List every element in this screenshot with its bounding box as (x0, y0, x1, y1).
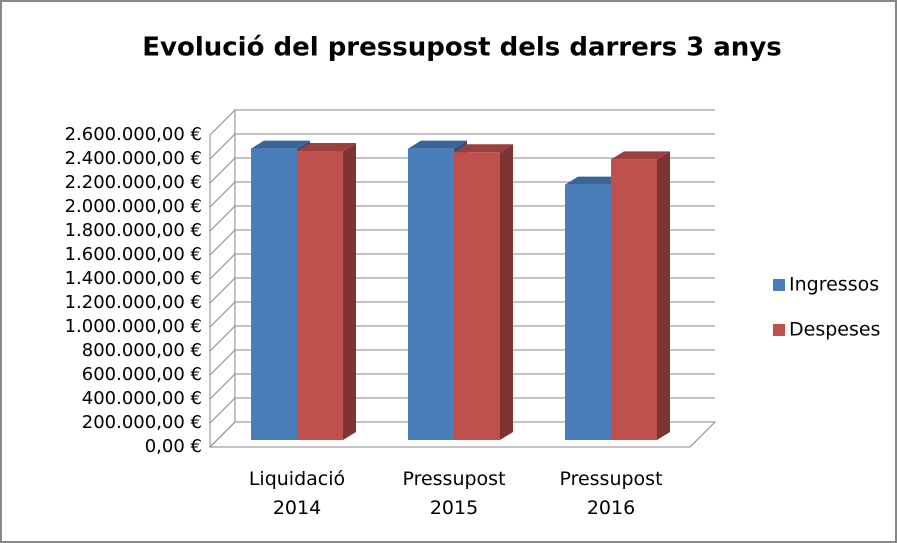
bar (565, 184, 611, 440)
y-tick-label: 1.200.000,00 € (65, 292, 202, 313)
x-tick-label: Liquidació 2014 (248, 468, 346, 519)
y-tick-label: 800.000,00 € (82, 340, 202, 361)
grid-line (209, 301, 715, 328)
y-tick-label: 2.600.000,00 € (65, 124, 202, 145)
bar-side (500, 144, 513, 440)
y-tick-label: 1.600.000,00 € (65, 244, 202, 265)
grid-line (209, 421, 715, 448)
grid-line (209, 349, 715, 376)
bar-top (297, 143, 356, 151)
grid-line (209, 205, 715, 232)
legend-label: Ingressos (789, 274, 879, 296)
grid-line (209, 277, 715, 304)
legend-swatch (773, 279, 785, 291)
bar (611, 159, 657, 440)
chart-title: Evolució del pressupost dels darrers 3 a… (142, 33, 782, 63)
bar (297, 151, 343, 440)
y-tick-label: 600.000,00 € (82, 364, 202, 385)
y-tick-label: 2.000.000,00 € (65, 196, 202, 217)
bar-top (611, 151, 670, 160)
grid-line (209, 181, 715, 208)
bar-top (565, 176, 624, 185)
grid-line (209, 325, 715, 352)
bar-side (343, 143, 356, 440)
y-tick-label: 1.800.000,00 € (65, 220, 202, 241)
bar-top (408, 140, 467, 149)
grid-line (209, 133, 715, 160)
y-tick-label: 1.000.000,00 € (65, 316, 202, 337)
bar (251, 148, 297, 440)
grid-line (209, 373, 715, 400)
bar (454, 152, 500, 440)
bar (408, 148, 454, 440)
y-tick-label: 200.000,00 € (82, 412, 202, 433)
bar-top (454, 144, 513, 153)
grid-line (209, 109, 715, 136)
grid-line (209, 229, 715, 256)
y-tick-label: 2.400.000,00 € (65, 148, 202, 169)
legend-swatch (773, 324, 785, 336)
y-tick-label: 1.400.000,00 € (65, 268, 202, 289)
bar-top (251, 140, 310, 149)
grid-line (209, 157, 715, 184)
x-tick-label: Pressupost 2015 (402, 468, 506, 519)
y-tick-label: 2.200.000,00 € (65, 172, 202, 193)
legend-label: Despeses (789, 319, 880, 341)
grid-line (209, 397, 715, 424)
y-tick-label: 400.000,00 € (82, 388, 202, 409)
y-tick-label: 0,00 € (145, 436, 202, 457)
bar-side (657, 151, 670, 440)
x-tick-label: Pressupost 2016 (559, 468, 663, 519)
grid-line (209, 253, 715, 280)
